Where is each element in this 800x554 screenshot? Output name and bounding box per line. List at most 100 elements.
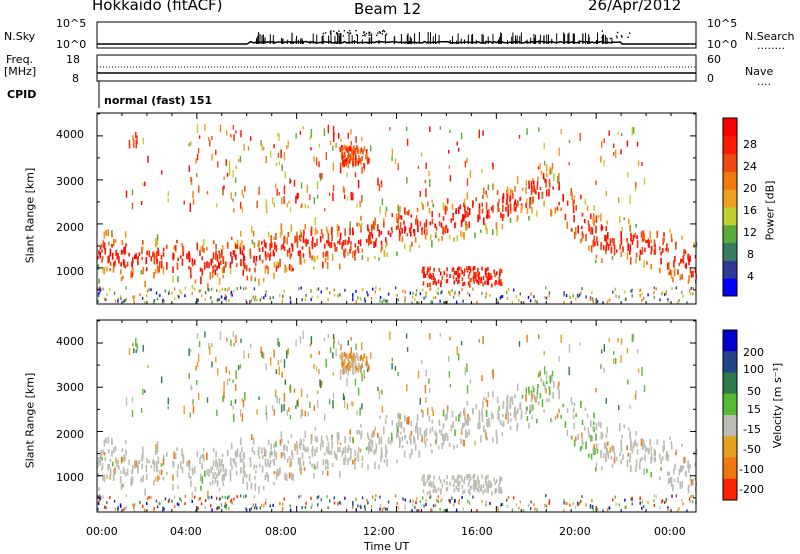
power-cell: [277, 132, 279, 137]
power-cell: [568, 139, 571, 144]
velocity-cell: [647, 447, 650, 454]
velocity-cell: [397, 432, 399, 438]
power-cell: [439, 299, 441, 303]
velocity-cell: [242, 467, 245, 474]
power-cell: [171, 291, 173, 295]
power-cell: [133, 297, 135, 301]
velocity-cell: [226, 496, 229, 500]
power-cell: [278, 161, 280, 166]
velocity-cell: [687, 460, 689, 469]
velocity-cell: [215, 356, 217, 363]
power-cell: [630, 289, 632, 293]
noise-search-dot: [379, 32, 382, 34]
velocity-cell: [603, 367, 605, 373]
velocity-cell: [273, 443, 275, 449]
power-cell: [498, 276, 500, 281]
velocity-cell: [572, 415, 575, 420]
velocity-cell: [538, 334, 540, 340]
power-cell: [640, 231, 643, 238]
velocity-cell: [235, 470, 238, 476]
velocity-cell: [256, 506, 258, 510]
power-cell: [467, 206, 469, 211]
velocity-cell: [509, 399, 512, 408]
power-cell: [630, 232, 632, 236]
power-cell: [530, 299, 532, 303]
power-cell: [499, 296, 502, 300]
velocity-cell: [683, 457, 685, 464]
velocity-cell: [491, 491, 493, 496]
power-cell: [182, 249, 184, 257]
velocity-cell: [466, 384, 469, 394]
power-cell: [245, 299, 247, 303]
velocity-cell: [325, 358, 327, 368]
power-cell: [446, 273, 448, 278]
power-cell: [403, 243, 406, 249]
power-cell: [543, 142, 545, 150]
power-colorbar-frame: [722, 117, 738, 297]
velocity-cell: [384, 418, 387, 425]
velocity-cell: [466, 400, 469, 406]
power-cell: [500, 295, 503, 299]
velocity-cell: [449, 499, 451, 503]
velocity-cell: [242, 453, 245, 458]
velocity-cell: [286, 410, 288, 416]
power-cell: [557, 176, 559, 184]
power-cell: [381, 300, 384, 304]
velocity-cell: [665, 454, 667, 461]
power-cell: [590, 226, 592, 235]
velocity-cell: [156, 505, 159, 509]
noise-search-dot: [383, 30, 386, 33]
power-cell: [628, 218, 630, 225]
power-cell: [410, 214, 413, 218]
power-cell: [375, 286, 377, 290]
power-cell: [332, 125, 335, 133]
power-cell: [454, 222, 456, 229]
velocity-cell: [629, 458, 631, 463]
power-cell: [347, 132, 349, 139]
velocity-cell: [135, 337, 137, 347]
velocity-cell: [235, 384, 237, 391]
velocity-cell: [461, 485, 464, 489]
velocity-cell: [197, 353, 200, 362]
power-cell: [592, 213, 595, 218]
power-cell: [250, 275, 253, 281]
power-cell: [530, 180, 533, 189]
velocity-cell: [507, 417, 509, 424]
power-cell: [461, 270, 463, 275]
velocity-cell: [391, 357, 393, 362]
power-cell: [362, 149, 364, 155]
power-cell: [457, 275, 460, 280]
velocity-cell: [137, 461, 139, 470]
power-cell: [452, 267, 455, 272]
velocity-cell: [497, 410, 499, 414]
velocity-cell: [216, 461, 219, 470]
velocity-cell: [483, 396, 485, 401]
velocity-cell: [345, 353, 347, 359]
power-cell: [350, 155, 353, 161]
velocity-cell: [421, 434, 423, 439]
power-cell: [323, 128, 326, 137]
power-cell: [254, 298, 256, 302]
velocity-cell: [499, 476, 502, 481]
vel-cbar-neg50: -50: [743, 443, 761, 456]
power-cell: [456, 267, 459, 272]
velocity-cell: [337, 447, 339, 453]
power-cell: [518, 298, 520, 302]
power-cell: [675, 241, 677, 250]
velocity-cell: [606, 508, 609, 512]
velocity-cell: [563, 509, 565, 512]
velocity-cell: [693, 450, 695, 456]
velocity-cell: [458, 501, 460, 505]
power-cell: [124, 231, 127, 238]
velocity-cell: [643, 385, 646, 393]
velocity-cell: [443, 509, 445, 513]
velocity-cell: [347, 340, 349, 346]
power-cell: [311, 236, 314, 245]
velocity-cell: [600, 421, 602, 428]
velocity-cell: [279, 502, 281, 505]
power-cell: [184, 294, 186, 298]
power-cell: [347, 251, 349, 256]
power-cell: [485, 267, 487, 272]
velocity-cell: [588, 432, 590, 439]
power-cell: [689, 267, 692, 274]
